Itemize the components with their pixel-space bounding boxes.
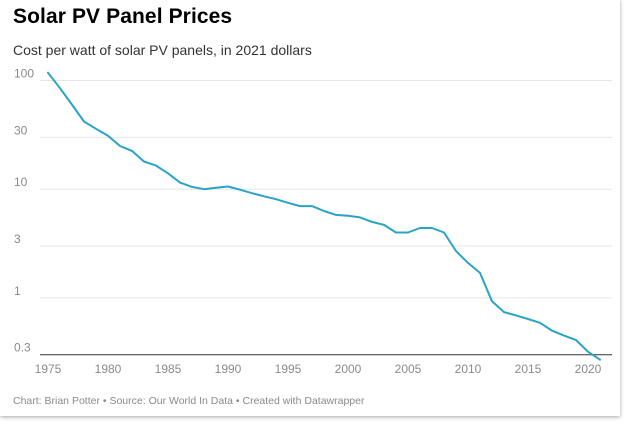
chart-card: Solar PV Panel Prices Cost per watt of s… — [13, 5, 365, 407]
x-tick-label: 1975 — [35, 362, 62, 376]
x-tick-label: 2010 — [455, 362, 482, 376]
y-tick-label: 1 — [14, 284, 21, 298]
chart-title: Solar PV Panel Prices — [13, 5, 233, 28]
y-axis-ticks: 0.3 1 3 10 30 100 — [14, 67, 34, 355]
y-tick-label: 3 — [14, 232, 21, 246]
x-tick-label: 1985 — [155, 362, 182, 376]
x-tick-label: 2000 — [335, 362, 362, 376]
gridlines — [40, 80, 612, 356]
chart-subtitle: Cost per watt of solar PV panels, in 202… — [13, 42, 312, 58]
y-tick-label: 30 — [14, 123, 28, 137]
y-tick-label: 10 — [14, 175, 28, 189]
x-tick-label: 2005 — [395, 362, 422, 376]
chart-credit: Chart: Brian Potter • Source: Our World … — [13, 395, 365, 407]
x-tick-label: 2015 — [515, 362, 542, 376]
y-tick-label: 0.3 — [14, 341, 31, 355]
series-group — [47, 71, 601, 361]
x-tick-label: 1995 — [275, 362, 302, 376]
x-axis-ticks: 1975 1980 1985 1990 1995 2000 2005 2010 2015 2020 — [35, 362, 602, 376]
x-tick-label: 1980 — [95, 362, 122, 376]
x-tick-label: 2020 — [575, 362, 602, 376]
series-line — [47, 71, 601, 361]
y-tick-label: 100 — [14, 67, 34, 81]
x-tick-label: 1990 — [215, 362, 242, 376]
